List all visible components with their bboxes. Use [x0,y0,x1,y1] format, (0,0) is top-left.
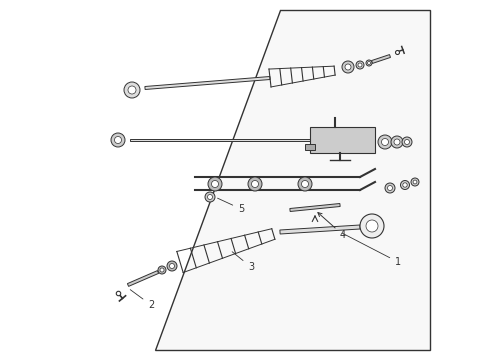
Circle shape [111,133,125,147]
Circle shape [366,60,372,66]
Circle shape [342,61,354,73]
Text: 1: 1 [343,233,401,267]
Circle shape [212,180,219,188]
Circle shape [205,192,215,202]
Circle shape [360,214,384,238]
Circle shape [411,178,419,186]
Circle shape [391,136,403,148]
Circle shape [394,139,400,145]
Circle shape [298,177,312,191]
Circle shape [170,264,174,269]
Text: 3: 3 [232,252,254,272]
Circle shape [248,177,262,191]
Polygon shape [127,271,159,286]
Circle shape [167,261,177,271]
Text: 5: 5 [218,198,244,214]
Polygon shape [290,203,340,211]
Circle shape [405,140,410,144]
Circle shape [378,135,392,149]
Text: 4: 4 [318,212,346,240]
Circle shape [356,61,364,69]
Polygon shape [155,10,430,350]
Circle shape [301,180,309,188]
Polygon shape [305,144,315,150]
Circle shape [382,139,389,145]
Bar [310,127,375,153]
Polygon shape [280,225,360,234]
Circle shape [385,183,395,193]
Circle shape [368,62,370,64]
Circle shape [388,185,392,190]
Circle shape [345,64,351,70]
Circle shape [251,180,259,188]
Circle shape [160,268,164,272]
Circle shape [115,136,122,144]
Polygon shape [145,77,270,90]
Circle shape [158,266,166,274]
Circle shape [208,177,222,191]
Circle shape [400,180,410,189]
Polygon shape [371,55,391,63]
Circle shape [402,137,412,147]
Circle shape [403,183,407,187]
Circle shape [358,63,362,67]
Polygon shape [130,139,310,141]
Circle shape [207,194,213,199]
Circle shape [366,220,378,232]
Circle shape [413,180,417,184]
Circle shape [128,86,136,94]
Text: 2: 2 [130,290,154,310]
Circle shape [124,82,140,98]
